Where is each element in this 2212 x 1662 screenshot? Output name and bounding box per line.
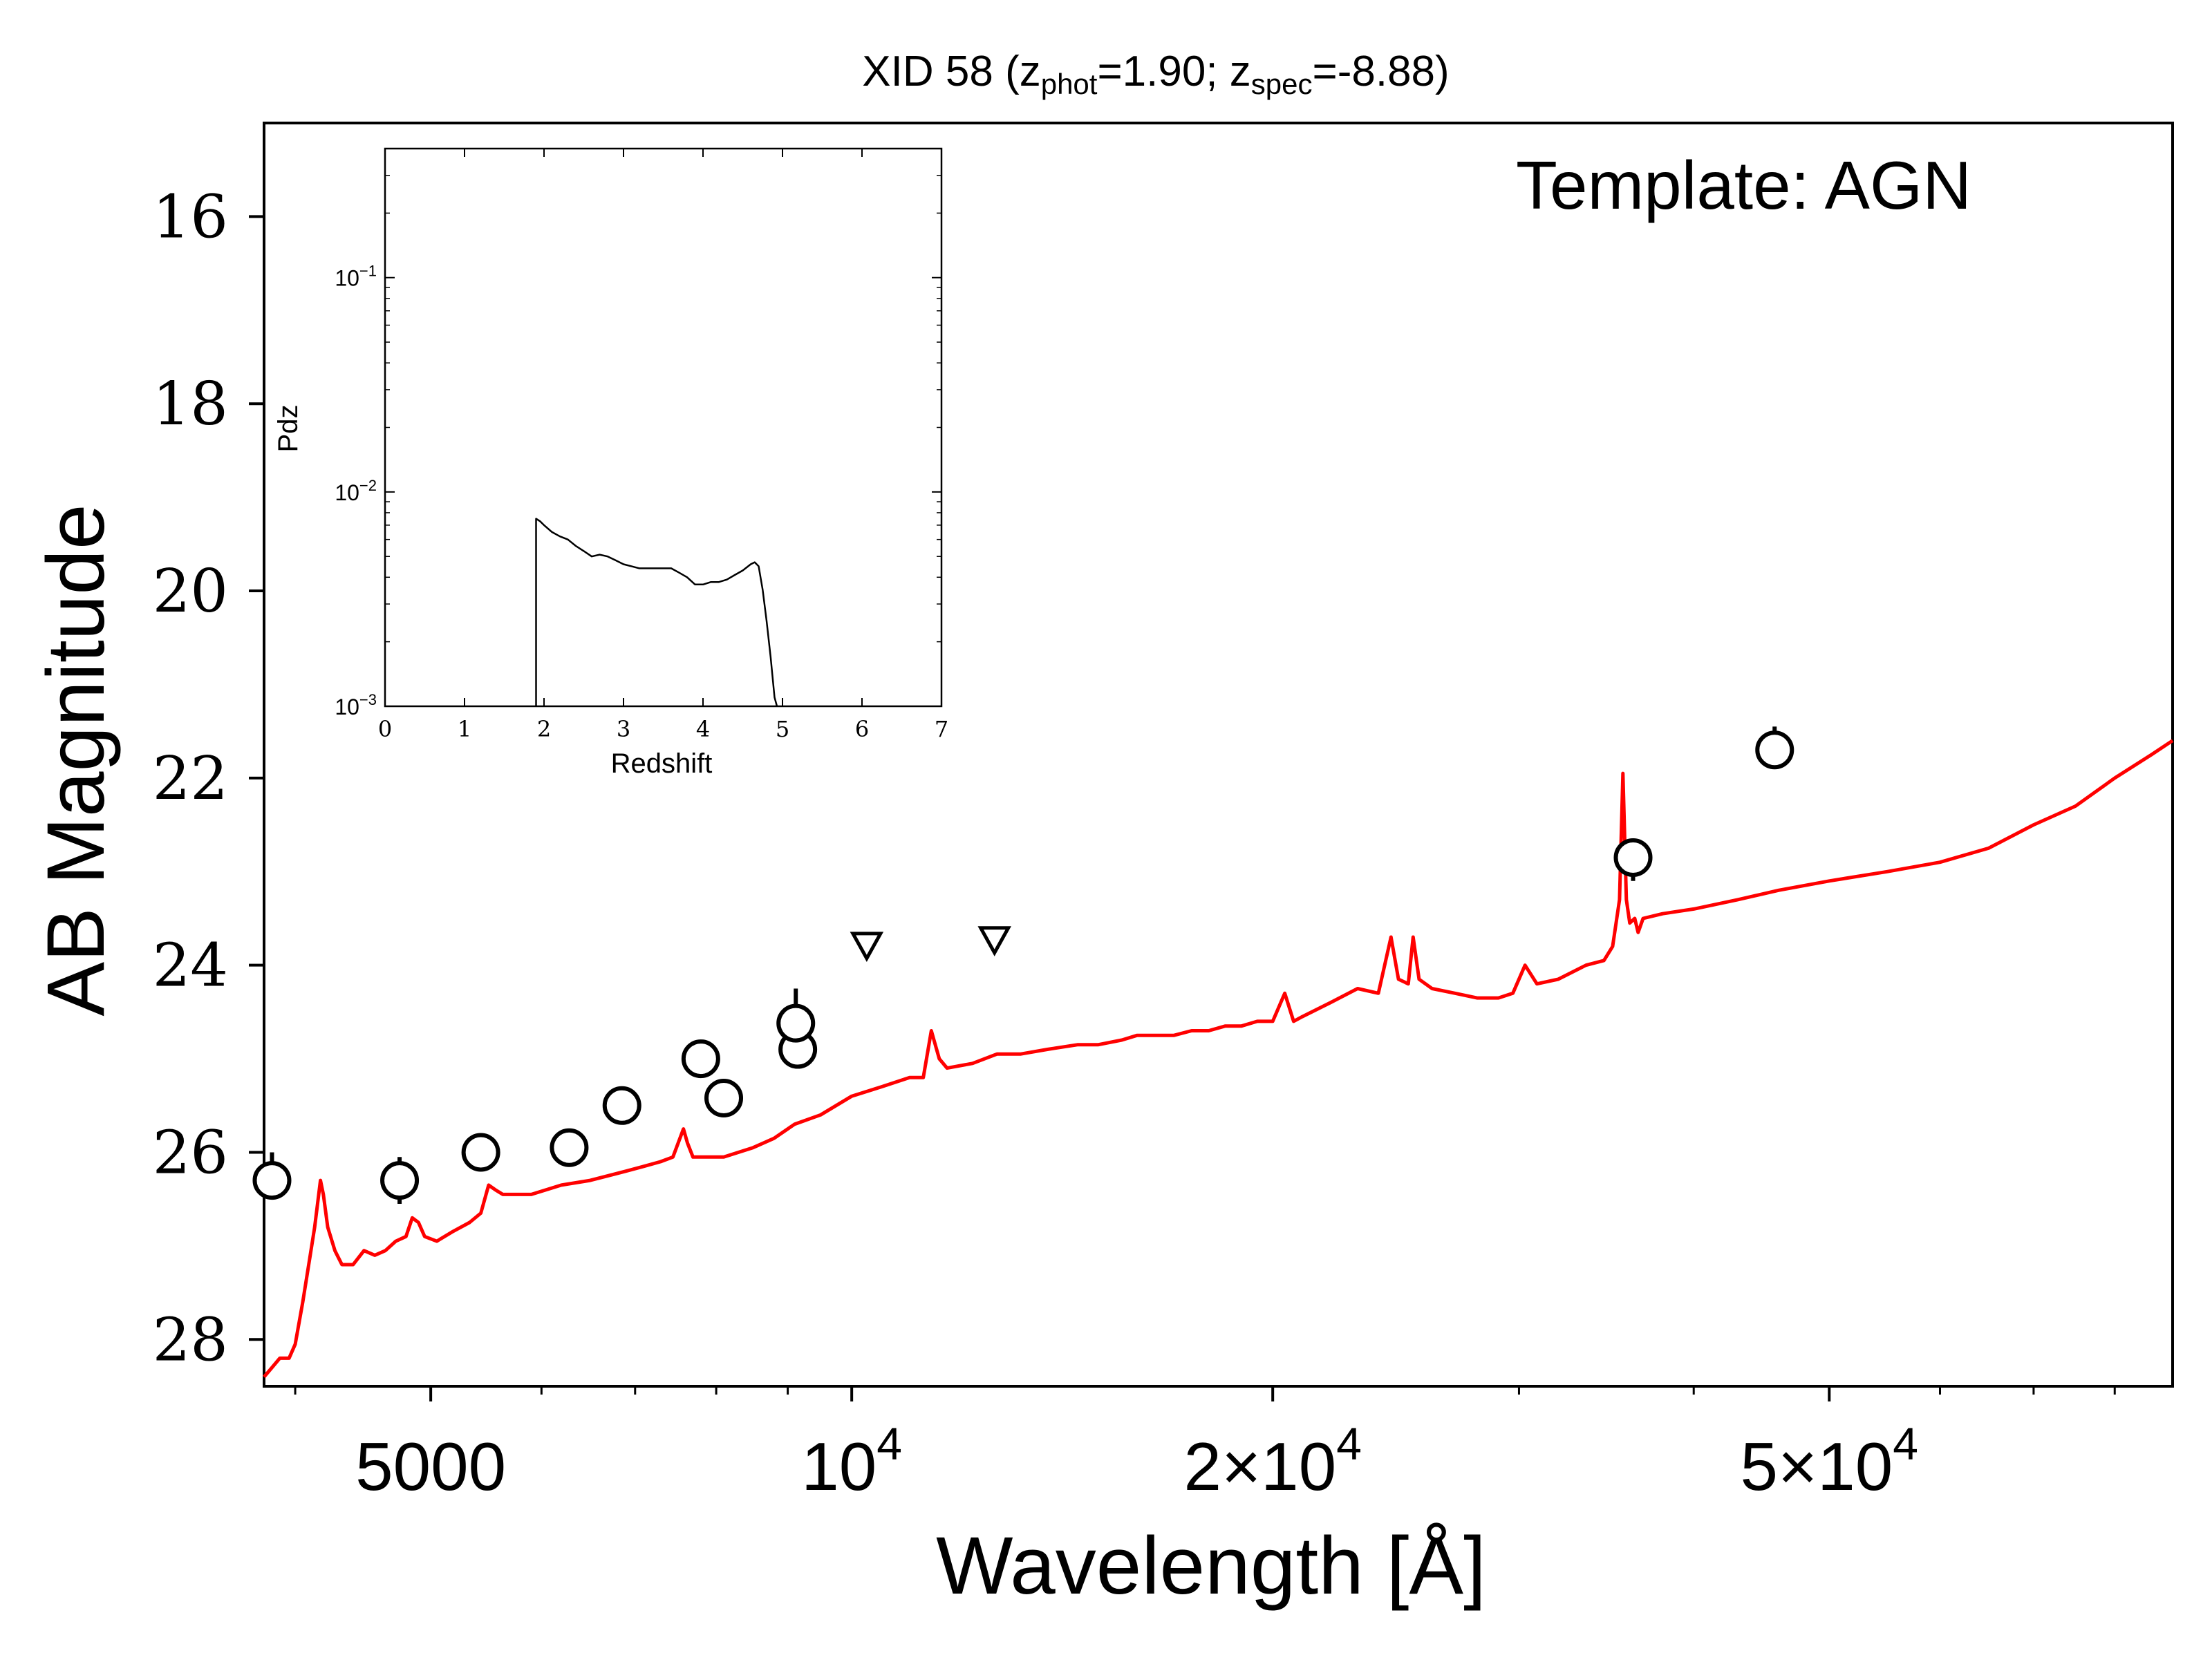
inset-y-tick-label: 10−3 (335, 691, 377, 719)
x-axis-label: Wavelength [Å] (936, 1520, 1486, 1612)
photometry-point (1613, 838, 1653, 877)
template-annotation: Template: AGN (1516, 147, 1971, 223)
photometry-point (602, 1086, 641, 1125)
inset-x-tick-label: 6 (855, 716, 869, 742)
y-tick-label: 16 (153, 182, 228, 252)
photometry-point (550, 1128, 589, 1167)
inset-y-axis-label: Pdz (273, 405, 303, 453)
photometry-point (461, 1133, 500, 1172)
y-axis-label: AB Magnitude (30, 504, 122, 1016)
photometry-point (776, 1003, 816, 1043)
inset-x-tick-label: 1 (458, 716, 471, 742)
y-tick-label: 24 (153, 932, 228, 1001)
inset-x-tick-label: 3 (617, 716, 630, 742)
y-tick-label: 26 (153, 1118, 228, 1187)
inset-x-tick-label: 7 (935, 716, 948, 742)
main-plot-frame (263, 122, 2174, 1388)
x-tick-label: 2×104 (1183, 1418, 1361, 1504)
pdz-curve (535, 518, 778, 707)
y-tick-label: 28 (153, 1305, 228, 1375)
y-tick-label: 20 (153, 557, 228, 626)
photometry-point (704, 1078, 744, 1117)
photometry-point (252, 1161, 292, 1200)
inset-x-axis-label: Redshift (611, 748, 713, 779)
upper-limit-marker (977, 926, 1011, 956)
upper-limit-marker (850, 932, 884, 963)
photometry-point (380, 1161, 420, 1200)
redshift-pdf-inset: 0 1 2 3 4 5 6 7 10−1 10−2 10−3 (335, 147, 948, 742)
inset-y-tick-label: 10−1 (335, 263, 377, 291)
inset-x-tick-label: 2 (537, 716, 551, 742)
y-tick-label: 22 (153, 744, 228, 813)
x-tick-label: 5000 (355, 1428, 506, 1504)
chart-title: XID 58 (zphot=1.90; zspec=-8.88) (862, 48, 1449, 100)
inset-x-tick-label: 5 (776, 716, 789, 742)
x-tick-label: 104 (801, 1418, 902, 1504)
template-spectrum-line (263, 739, 2174, 1379)
photometry-point (681, 1039, 720, 1079)
x-tick-label: 5×104 (1741, 1418, 1918, 1504)
inset-frame (384, 147, 943, 708)
y-tick-label: 18 (153, 370, 228, 439)
inset-x-tick-label: 0 (378, 716, 392, 742)
inset-x-tick-label: 4 (696, 716, 710, 742)
photometry-point (1755, 730, 1794, 770)
inset-y-tick-label: 10−2 (335, 477, 377, 505)
